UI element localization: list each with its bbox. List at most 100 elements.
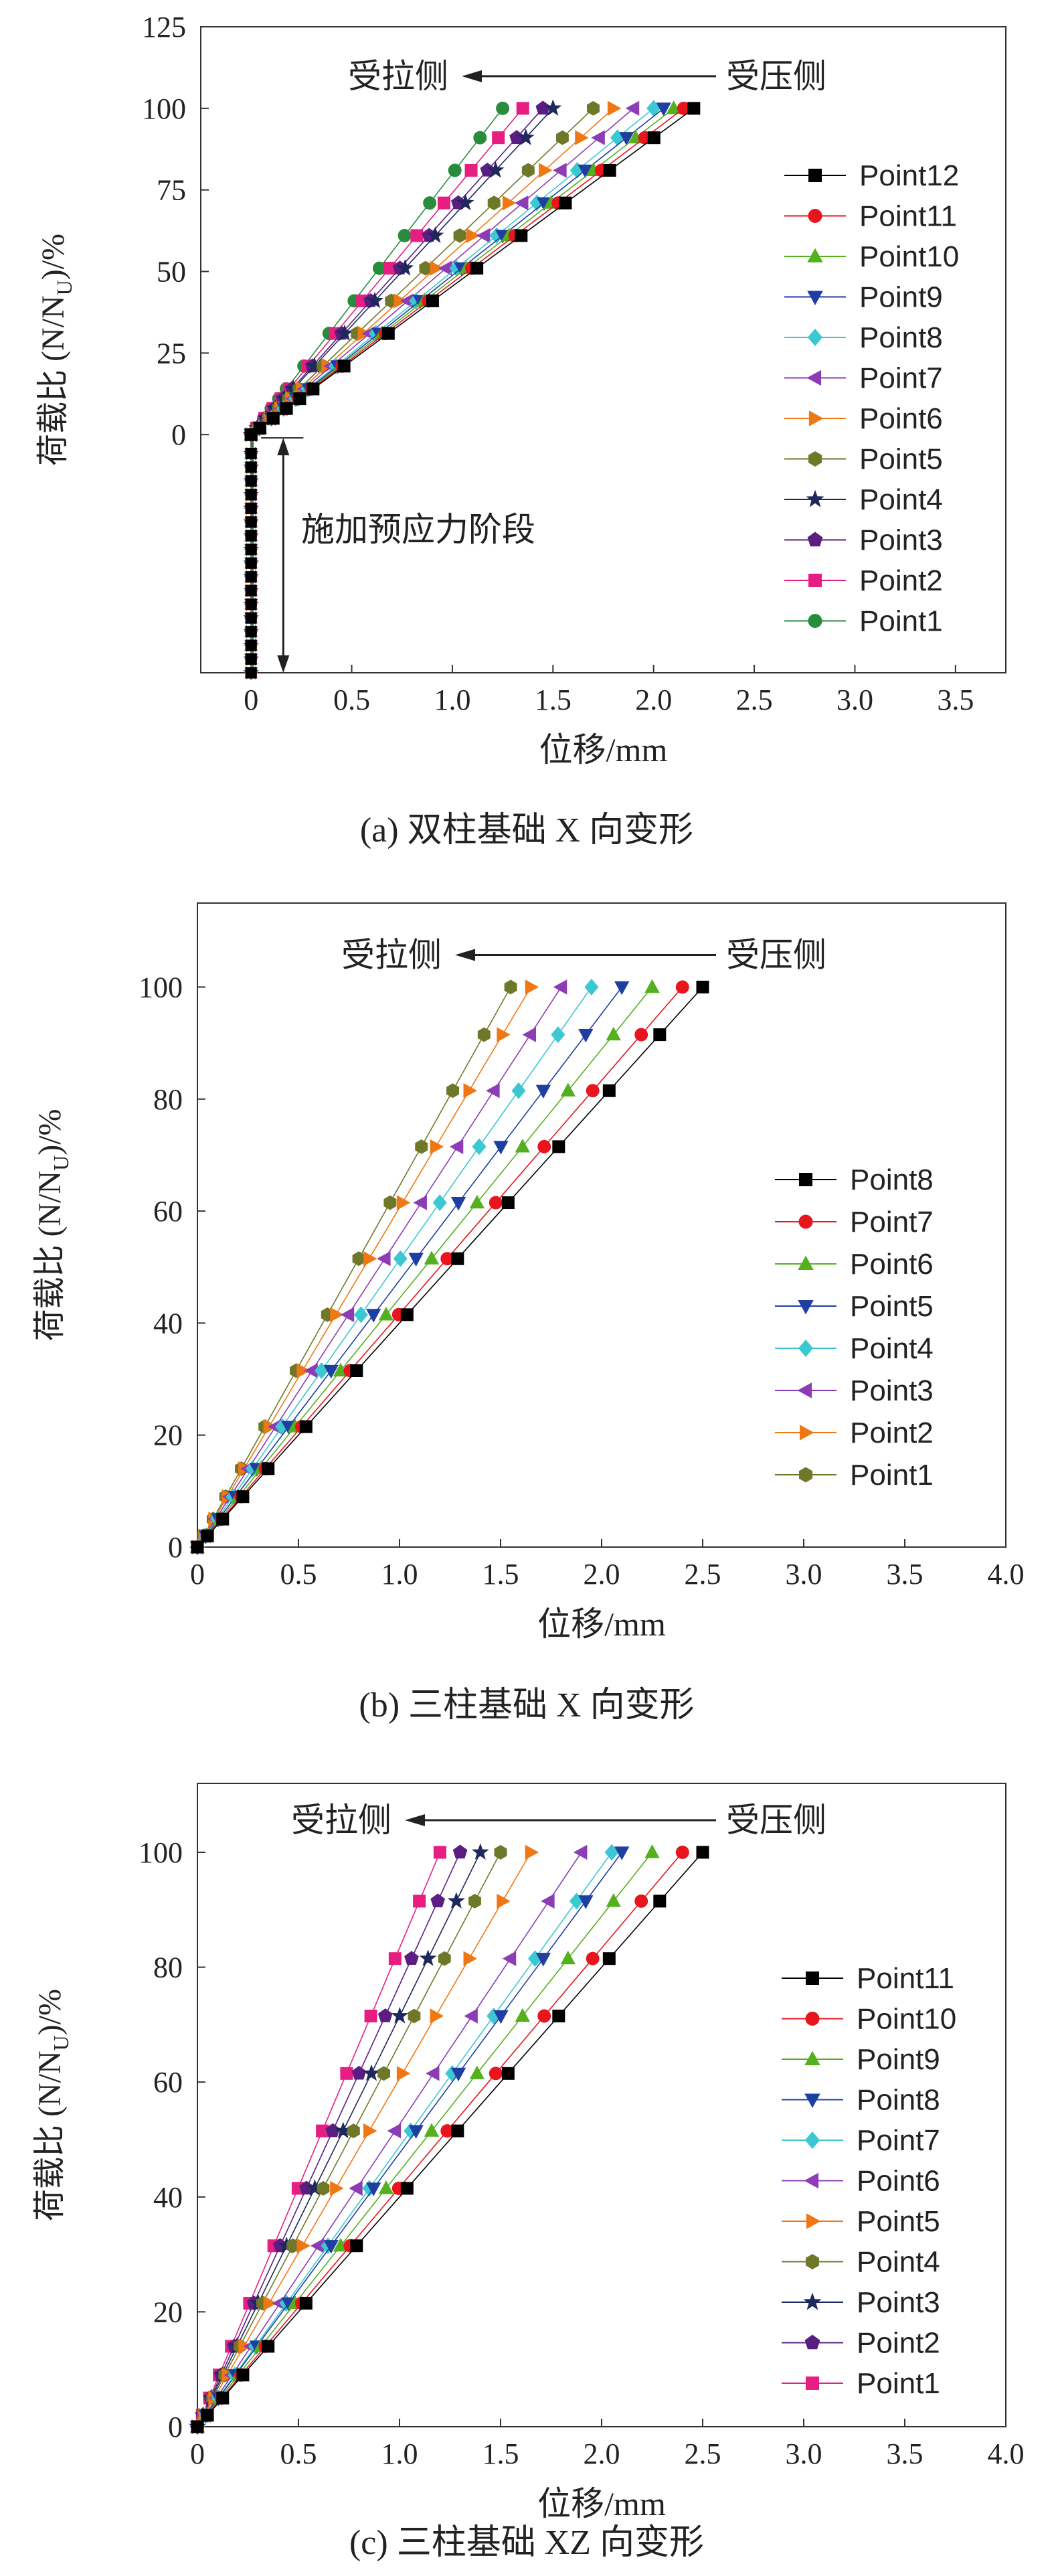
x-tick-label: 1.5	[482, 1558, 519, 1591]
prestress-point	[245, 598, 257, 611]
x-tick-label: 0.5	[333, 683, 370, 716]
data-point	[522, 1027, 536, 1042]
data-point	[447, 1892, 465, 1909]
data-point	[336, 324, 354, 341]
data-point	[464, 163, 478, 177]
data-point	[426, 2066, 440, 2081]
x-tick-label: 0	[190, 2437, 205, 2470]
data-point	[553, 163, 567, 178]
data-point	[400, 1308, 414, 1321]
data-point	[535, 1953, 551, 1967]
prestress-point	[245, 516, 257, 528]
legend-marker	[799, 1425, 814, 1441]
data-point	[430, 1893, 446, 1908]
data-point	[477, 1027, 491, 1042]
data-point	[413, 1895, 426, 1908]
legend-marker	[798, 1214, 813, 1229]
data-point	[602, 1084, 616, 1097]
legend-marker	[798, 1339, 814, 1358]
data-point	[398, 228, 412, 242]
x-tick-label: 1.0	[434, 683, 470, 716]
data-point	[471, 1843, 489, 1860]
series-markers-point8	[189, 1846, 630, 2435]
y-tick-label: 50	[157, 256, 186, 289]
x-tick-label: 2.0	[584, 2437, 620, 2470]
data-point	[614, 1846, 630, 1860]
data-point	[299, 1420, 313, 1433]
chart-panel-2: 0 0.5 1.0 1.5 2.0 2.5 3.0 3.5 4.0 0 20 40 60 80 100 位移/…	[32, 902, 1025, 1724]
data-point	[408, 2125, 424, 2139]
data-point	[560, 1950, 576, 1965]
data-point	[253, 421, 266, 434]
data-point	[423, 196, 437, 210]
y-tick-label: 0	[168, 2411, 183, 2443]
data-point	[351, 2065, 367, 2080]
data-point	[449, 1139, 464, 1155]
legend-marker	[808, 209, 822, 223]
y-axis-title: 荷载比 (N/NU)/%	[32, 1989, 73, 2221]
legend-label: Point2	[850, 1417, 934, 1449]
legend-marker	[806, 2377, 819, 2390]
y-axis-title-tail: )/%	[32, 1989, 68, 2035]
legend-label: Point8	[857, 2084, 940, 2117]
data-point	[469, 2065, 485, 2079]
data-point	[463, 1951, 477, 1966]
legend-label: Point7	[859, 362, 943, 395]
legend-marker	[803, 2292, 822, 2310]
x-tick-label: 2.0	[584, 1558, 620, 1591]
data-point	[352, 1251, 365, 1267]
data-point	[437, 196, 450, 210]
annotation-arrow-head	[462, 70, 482, 82]
data-point	[366, 291, 384, 309]
series-markers-point12	[244, 102, 701, 441]
data-point	[408, 2008, 421, 2024]
data-point	[393, 1250, 408, 1267]
x-tick-label: 4.0	[988, 1558, 1025, 1591]
data-point	[497, 1893, 511, 1909]
data-point	[472, 1138, 487, 1155]
series-markers-point5	[189, 981, 630, 1555]
legend: Point8 Point7 Point6 Point5 Point4 Point3 Poin…	[775, 1163, 934, 1492]
y-tick-label: 20	[153, 1419, 183, 1452]
data-point	[517, 129, 535, 145]
data-point	[325, 2123, 341, 2138]
prestress-point	[245, 447, 257, 459]
data-point	[450, 1196, 466, 1211]
x-axis-title: 位移/mm	[537, 1605, 666, 1643]
data-point	[262, 2340, 275, 2353]
legend-label: Point10	[859, 240, 959, 273]
annotation-tension-side: 受拉侧	[348, 58, 448, 95]
x-tick-label: 0	[190, 1558, 205, 1591]
x-tick-label: 2.5	[736, 683, 773, 716]
y-tick-label: 100	[139, 1836, 183, 1869]
legend-marker	[806, 2253, 819, 2270]
data-point	[306, 382, 320, 396]
data-point	[364, 2010, 377, 2023]
prestress-point	[245, 502, 257, 514]
data-point	[408, 1253, 424, 1267]
data-point	[424, 2123, 440, 2137]
data-point	[644, 979, 660, 993]
legend-marker	[804, 2131, 820, 2150]
data-point	[653, 1895, 667, 1908]
x-tick-label: 0	[244, 683, 258, 716]
y-axis-title-main: 荷载比 (N/N	[32, 2050, 68, 2221]
x-tick-label: 2.5	[685, 2437, 721, 2470]
series-markers-point8	[191, 980, 709, 1554]
annotation-tension-side: 受拉侧	[341, 936, 442, 973]
data-point	[432, 1194, 447, 1212]
data-point	[606, 1026, 621, 1041]
y-tick-label: 80	[153, 1951, 183, 1984]
x-tick-label: 3.5	[937, 683, 974, 716]
data-point	[573, 1844, 588, 1860]
series-line-point2	[197, 987, 531, 1548]
data-point	[497, 1027, 511, 1042]
data-point	[363, 2123, 377, 2139]
data-point	[551, 1026, 565, 1044]
x-tick-label: 1.5	[535, 683, 572, 716]
y-axis-title: 荷载比 (N/NU)/%	[35, 234, 76, 466]
data-point	[591, 130, 605, 145]
prestress-point	[245, 557, 257, 569]
data-point	[430, 260, 444, 276]
x-tick-label: 1.5	[482, 2437, 519, 2470]
